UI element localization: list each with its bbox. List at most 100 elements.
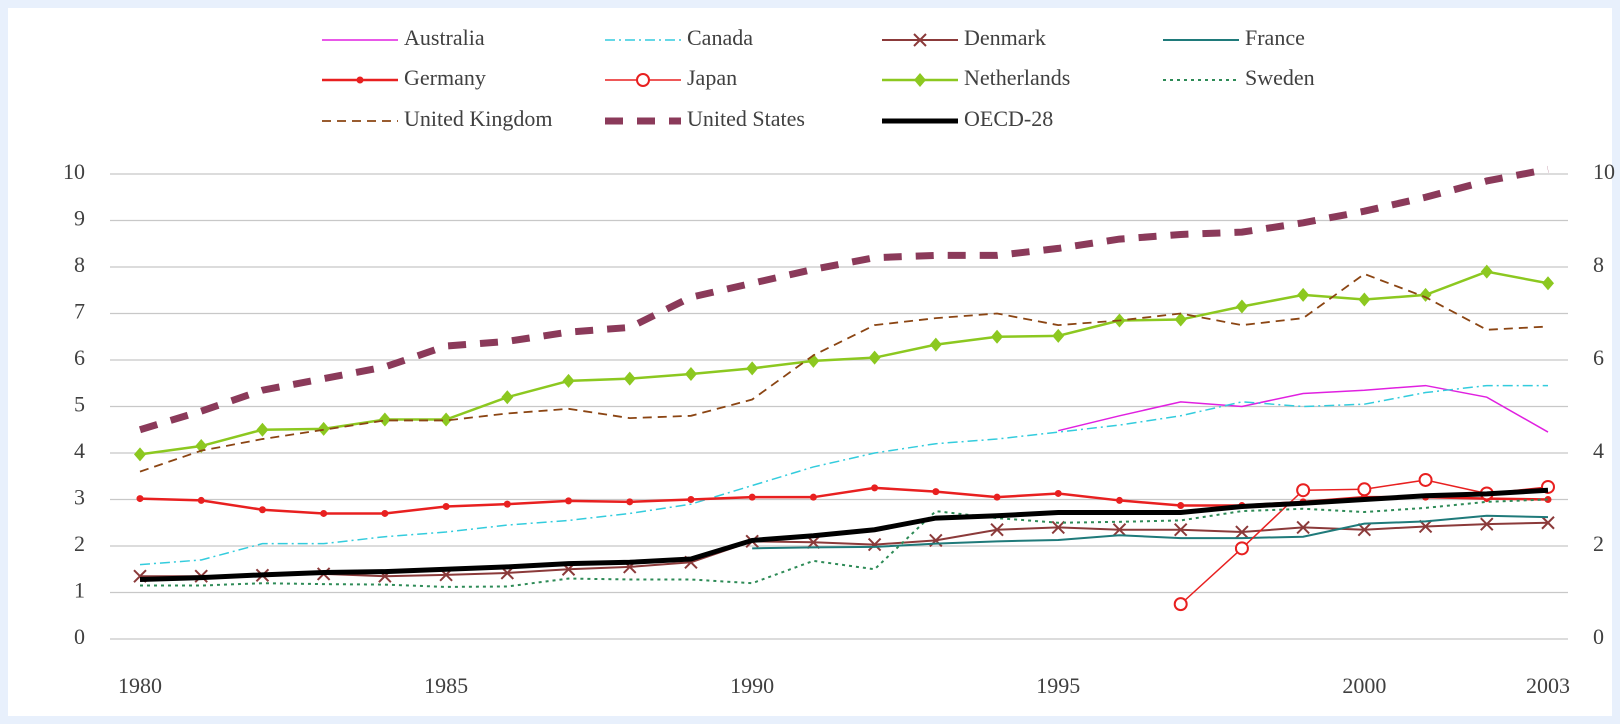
legend-label: France: [1245, 25, 1305, 50]
y-tick-label: 9: [74, 206, 85, 231]
marker: [503, 500, 511, 508]
y-tick-label: 4: [74, 438, 85, 463]
x-tick-label: 1985: [424, 673, 468, 698]
marker: [1296, 483, 1311, 498]
marker: [256, 422, 269, 437]
marker: [1541, 516, 1555, 530]
y2-tick-label: 0: [1593, 624, 1604, 649]
marker: [562, 373, 575, 388]
y2-tick-label: 6: [1593, 345, 1604, 370]
legend-label: Canada: [687, 25, 753, 50]
legend-label: Netherlands: [964, 65, 1070, 90]
legend-label: Sweden: [1245, 65, 1315, 90]
marker: [501, 390, 514, 405]
marker: [1480, 517, 1494, 531]
marker: [1173, 523, 1188, 537]
x-tick-label: 2003: [1526, 673, 1570, 698]
series-line: [1058, 384, 1549, 433]
marker: [991, 329, 1004, 344]
marker: [687, 496, 695, 503]
series-line: [140, 521, 1549, 578]
marker: [1112, 523, 1127, 537]
marker: [871, 484, 879, 492]
series-line: [139, 384, 1548, 566]
marker: [1235, 525, 1249, 539]
y-tick-label: 0: [74, 624, 85, 649]
marker: [1235, 299, 1248, 314]
series-line: [139, 272, 1549, 473]
marker: [623, 371, 636, 386]
y-tick-label: 3: [74, 485, 85, 510]
marker: [565, 497, 573, 505]
marker: [1174, 312, 1187, 327]
marker: [258, 506, 266, 514]
legend-label: OECD-28: [964, 106, 1053, 131]
marker: [746, 361, 759, 376]
legend-label: Denmark: [964, 25, 1046, 50]
marker: [1052, 328, 1065, 343]
marker: [932, 488, 940, 496]
x-tick-label: 1990: [730, 673, 774, 698]
marker: [136, 495, 144, 503]
marker: [1177, 502, 1185, 510]
marker: [381, 509, 389, 517]
marker: [320, 509, 328, 517]
marker: [197, 496, 205, 504]
series-line: [752, 514, 1549, 550]
series-line: [139, 487, 1549, 582]
marker: [442, 502, 450, 510]
series-line: [140, 498, 1549, 588]
marker: [317, 421, 330, 436]
x-tick-label: 1980: [118, 673, 162, 698]
x-tick-label: 2000: [1342, 673, 1386, 698]
legend-label: Japan: [687, 65, 737, 90]
y2-tick-label: 2: [1593, 531, 1604, 556]
y-tick-label: 5: [74, 392, 85, 417]
marker: [1296, 520, 1310, 535]
marker: [868, 350, 881, 365]
marker: [1358, 292, 1371, 307]
marker: [990, 523, 1004, 537]
legend-label: United Kingdom: [404, 106, 553, 131]
legend-label: United States: [687, 106, 805, 131]
marker: [1054, 489, 1062, 497]
y-tick-label: 8: [74, 252, 85, 277]
marker: [1418, 472, 1433, 487]
y-tick-label: 2: [74, 531, 85, 556]
marker: [1544, 496, 1552, 503]
marker: [684, 366, 697, 381]
marker: [867, 537, 882, 552]
marker: [378, 412, 391, 427]
legend-label: Germany: [404, 65, 486, 90]
y2-tick-label: 8: [1593, 252, 1604, 277]
marker: [809, 493, 817, 501]
marker: [1051, 520, 1065, 535]
marker: [134, 447, 146, 462]
marker: [636, 73, 650, 87]
marker: [1542, 276, 1554, 291]
y-tick-label: 7: [74, 299, 85, 324]
marker: [748, 493, 756, 501]
y2-tick-label: 10: [1593, 159, 1615, 184]
marker: [1297, 287, 1310, 302]
marker: [913, 33, 927, 47]
marker: [929, 337, 942, 352]
marker: [1173, 597, 1188, 612]
y-tick-label: 6: [74, 345, 85, 370]
marker: [1357, 523, 1372, 537]
series-line: [138, 165, 1549, 434]
marker: [1480, 264, 1493, 279]
marker: [1234, 541, 1249, 556]
marker: [356, 76, 364, 84]
legend-label: Australia: [404, 25, 485, 50]
x-tick-label: 1995: [1036, 673, 1080, 698]
series-line: [139, 270, 1549, 456]
y-tick-label: 1: [74, 578, 85, 603]
marker: [626, 498, 634, 506]
marker: [993, 493, 1001, 501]
y2-tick-label: 4: [1593, 438, 1604, 463]
marker: [1115, 496, 1123, 504]
marker: [440, 412, 453, 427]
marker: [1357, 482, 1372, 497]
